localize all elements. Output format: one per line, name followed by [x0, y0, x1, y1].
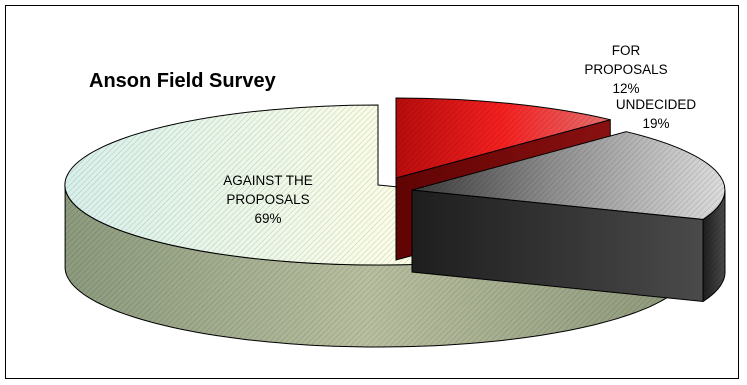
pie-slice-side-hatch-2: [65, 186, 670, 347]
slice-label-line: 19%: [642, 116, 669, 131]
slice-label-line: 69%: [254, 211, 281, 226]
pie-slices: [64, 97, 726, 348]
slice-label-line: FOR: [612, 43, 641, 58]
slice-label-line: 12%: [612, 81, 639, 96]
slice-label-line: AGAINST THE: [223, 173, 313, 188]
slice-label-line: PROPOSALS: [226, 192, 309, 207]
pie-labels: FOR PROPOSALS 12%UNDECIDED 19% AGAINST THE PR…: [223, 43, 696, 226]
slice-label-line: PROPOSALS: [584, 62, 667, 77]
slice-label-line: UNDECIDED: [616, 97, 697, 112]
slice-label-0: FOR PROPOSALS 12%: [584, 43, 667, 96]
slice-label-2: AGAINST THE PROPOSALS 69%: [223, 173, 313, 226]
pie-slice-1: [411, 131, 726, 303]
chart-title: Anson Field Survey: [89, 70, 276, 92]
slice-label-1: UNDECIDED 19%: [616, 97, 697, 131]
pie-slice-side-hatch-1: [703, 190, 725, 302]
pie-slice-top-hatch-1: [412, 131, 725, 220]
pie-slice-top-hatch-0: [396, 98, 611, 178]
